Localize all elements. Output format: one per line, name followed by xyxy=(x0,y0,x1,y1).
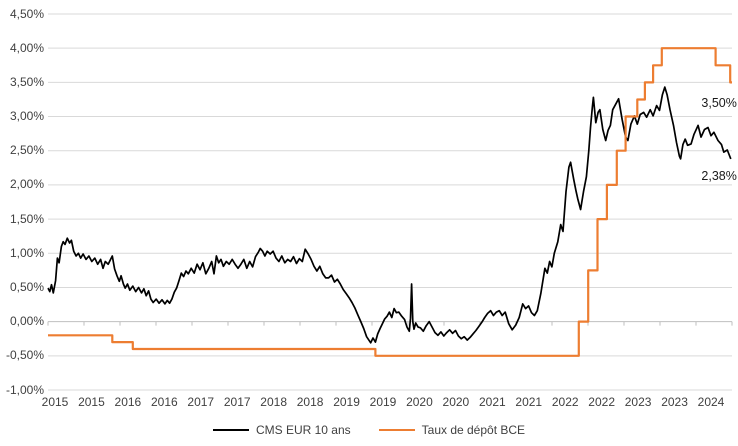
taux-depot-bce-line xyxy=(48,47,732,357)
x-axis-label: 2019 xyxy=(333,395,360,409)
x-axis-label: 2022 xyxy=(588,395,615,409)
x-axis-label: 2018 xyxy=(296,395,324,409)
y-axis-label: 1,00% xyxy=(9,245,44,260)
y-axis-label: 3,00% xyxy=(9,109,44,124)
x-axis-label: 2017 xyxy=(223,395,251,409)
x-axis-label: 2020 xyxy=(406,395,433,409)
legend-label-bce: Taux de dépôt BCE xyxy=(421,423,526,437)
x-axis-label: 2016 xyxy=(150,395,178,409)
y-axis-label: 2,00% xyxy=(9,177,44,192)
cms-eur-10ans-line xyxy=(47,86,732,344)
x-axis-label: 2016 xyxy=(114,395,142,409)
y-axis-label: 0,00% xyxy=(9,314,44,329)
y-axis-label: 4,00% xyxy=(9,40,44,55)
x-axis-label: 2015 xyxy=(41,395,69,409)
x-axis-label: 2022 xyxy=(551,395,579,409)
legend-item-bce: Taux de dépôt BCE xyxy=(378,423,526,437)
bce-line-swatch xyxy=(378,429,415,431)
x-axis-label: 2024 xyxy=(697,395,725,409)
x-axis-label: 2019 xyxy=(369,395,397,409)
y-axis-label: 3,50% xyxy=(9,74,44,89)
x-axis-label: 2020 xyxy=(442,395,470,409)
x-axis-label: 2023 xyxy=(624,395,652,409)
x-axis-label: 2021 xyxy=(515,395,543,409)
x-axis-label: 2018 xyxy=(260,395,287,409)
x-axis-label: 2015 xyxy=(78,395,105,409)
legend-item-cms: CMS EUR 10 ans xyxy=(212,423,351,437)
y-axis-label: -0,50% xyxy=(5,348,44,363)
legend: CMS EUR 10 ans Taux de dépôt BCE xyxy=(0,423,738,437)
bce-final-value-label: 3,50% xyxy=(701,96,737,111)
y-axis-label: -1,00% xyxy=(5,382,44,397)
x-axis-label: 2021 xyxy=(478,395,506,409)
x-axis-label: 2017 xyxy=(187,395,215,409)
legend-label-cms: CMS EUR 10 ans xyxy=(255,423,351,437)
y-axis-label: 0,50% xyxy=(9,279,44,294)
y-axis-label: 4,50% xyxy=(9,6,44,21)
x-axis-label: 2023 xyxy=(661,395,688,409)
y-axis-label: 1,50% xyxy=(9,211,44,226)
y-axis-label: 2,50% xyxy=(9,143,44,158)
cms-line-swatch xyxy=(212,429,249,431)
cms-final-value-label: 2,38% xyxy=(701,169,737,184)
